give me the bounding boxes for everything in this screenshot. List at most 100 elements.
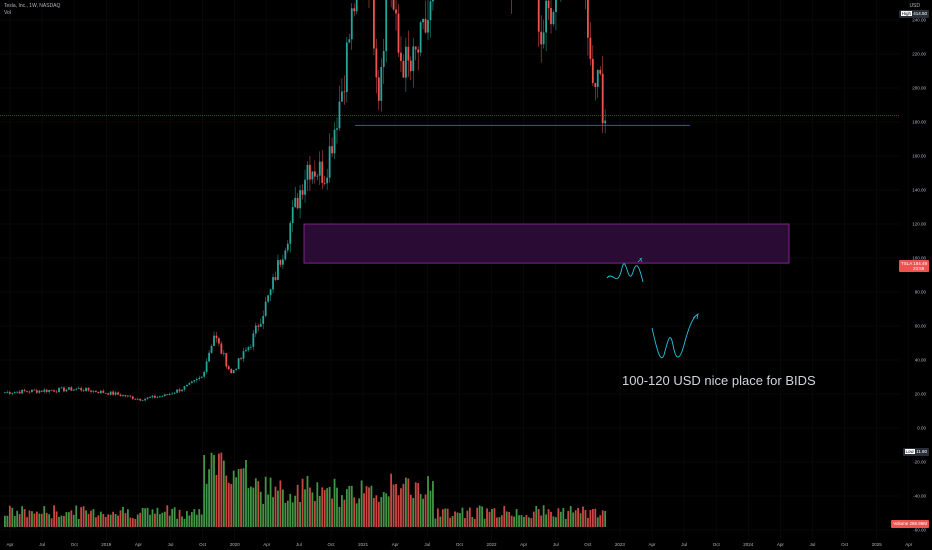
volume-bar [326,488,329,527]
volume-bar [577,507,579,527]
volume-bar [439,516,442,527]
volume-bar [567,510,570,527]
symbol-title[interactable]: Tesla, Inc., 1W, NASDAQ [4,3,61,9]
volume-bar [87,513,90,527]
volume-bar [60,515,63,527]
volume-bar [220,452,223,527]
volume-bar [574,510,577,527]
candle-body [316,175,319,177]
candle-body [272,277,274,290]
candle-body [377,77,380,101]
time-tick-label: 2019 [101,542,112,547]
volume-bar [555,517,557,527]
candle-body [141,400,144,402]
volume-bar [601,510,604,527]
candle-body [131,396,134,399]
volume-bar [6,515,9,527]
volume-bar [186,511,188,527]
volume-bar [134,518,137,527]
volume-bar [483,518,486,527]
volume-bar [235,477,238,527]
high-tag-label: High [900,11,912,16]
candle-body [555,0,557,13]
candle-body [341,91,343,102]
volume-bar [316,482,319,527]
volume-bar [481,506,484,527]
price-axis[interactable]: 400.00380.00360.00340.00320.00300.00280.… [912,0,926,533]
candle-body [235,369,238,371]
candle-body [596,69,599,87]
candle-body [11,393,14,394]
time-axis[interactable]: Apr Jul Oct 2019 Apr Jul Oct 2020 Apr Jul Oct 2021 A… [6,542,912,547]
volume-bar [370,485,373,527]
volume-bar [417,483,420,527]
volume-bar [419,494,422,527]
volume-bar [350,485,353,527]
time-tick-label: Apr [6,542,14,547]
price-tick-label: 60.00 [915,324,927,329]
volume-bar [294,495,297,527]
volume-bar [208,469,210,527]
volume-bar [520,515,523,527]
price-tick-label: 140.00 [912,188,926,193]
chart-header: Tesla, Inc., 1W, NASDAQ Vol [4,3,60,17]
volume-bar [456,512,459,527]
volume-bar [198,509,201,527]
time-tick-label: Oct [199,542,207,547]
candle-body [591,58,594,84]
candle-body [114,392,117,395]
candle-body [45,389,48,392]
volume-bar [80,507,83,527]
volume-bar [564,518,567,527]
candle-body [552,12,555,25]
volume-bar [65,512,68,527]
volume-bar [77,518,80,527]
bid-zone-rectangle[interactable] [303,223,790,264]
projection-drawings[interactable] [606,257,699,358]
candle-body [218,338,220,344]
volume-bar [545,514,547,527]
candle-body [540,31,543,45]
volume-bar [154,513,156,527]
volume-bar [176,518,178,527]
bid-zone-annotation[interactable]: 100-120 USD nice place for BIDS [622,373,816,388]
volume-bar [468,507,471,527]
volume-bar [377,501,380,527]
volume-bar [272,497,274,527]
candle-body [232,370,235,374]
candle-body [350,8,353,40]
volume-bar [16,510,19,527]
volume-bar [222,460,225,527]
candle-body [333,129,336,154]
volume-bar [345,489,348,527]
time-tick-label: 2023 [615,542,626,547]
volume-bar [178,509,181,527]
volume-bar [451,515,454,527]
candle-body [225,353,228,367]
candle-body [599,69,602,74]
price-tick-label: 20.00 [915,392,927,397]
candle-body [158,396,161,398]
volume-bar [158,514,161,527]
volume-bar [407,478,410,527]
volume-bar [13,516,16,527]
indicator-label[interactable]: Vol [4,10,11,16]
candle-body [210,345,213,353]
volume-bar [193,509,196,527]
volume-bar [380,497,383,527]
candle-body [432,0,434,2]
volume-bar [582,506,584,527]
volume-bar [11,507,14,527]
time-tick-label: Apr [520,542,528,547]
volume-bar [589,510,592,527]
candle-body [176,389,178,393]
candle-body [587,0,589,38]
volume-bar [21,506,24,527]
candle-body [373,0,375,49]
candle-body [144,398,147,401]
volume-bar [299,501,301,527]
volume-bar [323,489,326,527]
candle-body [547,0,550,9]
volume-bar [232,470,235,527]
